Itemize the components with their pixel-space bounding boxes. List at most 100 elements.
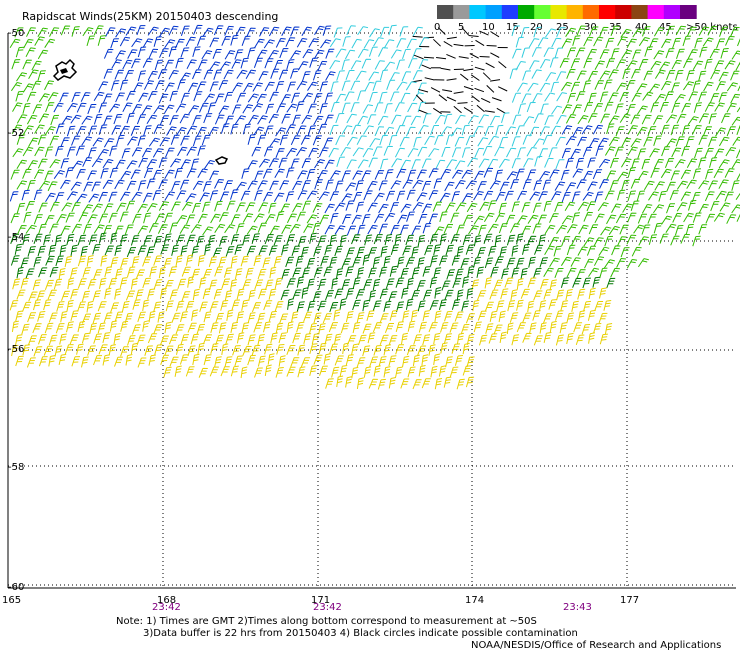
wind-barb <box>418 365 426 377</box>
wind-barb <box>611 48 620 59</box>
wind-barb <box>484 126 494 137</box>
wind-barb <box>467 115 479 125</box>
wind-barb <box>121 148 131 159</box>
wind-barb <box>676 48 685 59</box>
wind-barb <box>620 158 632 168</box>
wind-barb <box>279 313 289 324</box>
wind-barb <box>445 134 455 145</box>
wind-barb <box>127 49 138 59</box>
wind-barb <box>137 70 147 82</box>
wind-barb <box>589 138 600 148</box>
wind-barb <box>350 60 362 70</box>
wind-barb <box>336 70 345 81</box>
wind-barb <box>230 214 241 225</box>
wind-barb <box>434 135 444 145</box>
wind-barb <box>257 134 267 146</box>
wind-barb <box>454 355 464 366</box>
wind-barb <box>296 276 305 288</box>
wind-barb <box>320 256 329 267</box>
wind-barb <box>131 147 143 157</box>
wind-barb <box>638 59 649 69</box>
wind-barb <box>731 204 740 214</box>
wind-barb <box>528 256 536 268</box>
wind-barb <box>60 25 71 36</box>
wind-barb <box>539 322 547 334</box>
wind-barb <box>440 168 452 179</box>
wind-barb <box>654 93 666 103</box>
wind-barb <box>313 267 323 278</box>
wind-barb <box>698 91 707 102</box>
wind-barb <box>489 310 498 322</box>
wind-barb <box>473 256 481 268</box>
wind-barb <box>241 35 251 46</box>
wind-barb <box>630 114 641 125</box>
wind-barb <box>39 180 51 190</box>
wind-barb <box>159 27 170 37</box>
wind-barb <box>254 279 264 290</box>
wind-barb <box>396 38 407 48</box>
wind-barb <box>257 334 265 346</box>
wind-barb <box>430 365 438 378</box>
wind-barb <box>93 25 104 36</box>
wind-barb <box>565 289 573 301</box>
wind-barb <box>23 211 32 223</box>
wind-barb <box>498 310 506 323</box>
wind-barb <box>531 47 542 57</box>
wind-barb <box>175 127 187 137</box>
wind-barb <box>324 244 333 256</box>
wind-barb <box>676 180 688 190</box>
wind-barb <box>470 74 480 81</box>
wind-barb <box>737 85 740 92</box>
wind-barb <box>388 377 396 389</box>
wind-barb <box>213 25 224 36</box>
wind-barb <box>672 37 681 49</box>
wind-barb <box>572 277 582 288</box>
wind-barb <box>208 279 218 291</box>
wind-barb <box>582 146 593 157</box>
wind-barb <box>297 170 308 180</box>
wind-barb <box>209 81 219 92</box>
wind-barb <box>221 36 231 46</box>
wind-barb <box>412 202 424 211</box>
wind-barb <box>218 105 230 115</box>
wind-barb <box>592 169 603 180</box>
wind-barb <box>691 125 702 135</box>
wind-barb <box>468 35 479 37</box>
wind-barb <box>264 146 273 157</box>
wind-barb <box>402 310 410 322</box>
wind-barb <box>60 179 71 190</box>
wind-barb <box>483 167 494 178</box>
wind-barb <box>619 113 631 123</box>
wind-barb <box>439 255 448 266</box>
wind-barb <box>93 269 103 280</box>
wind-barb <box>126 247 136 258</box>
wind-barb <box>213 69 223 80</box>
wind-barb <box>138 92 149 103</box>
wind-barb <box>499 136 508 148</box>
wind-barb <box>291 245 301 257</box>
wind-barb <box>650 102 659 113</box>
wind-barb <box>411 309 418 322</box>
wind-barb <box>559 58 570 68</box>
wind-barb <box>488 333 498 344</box>
wind-barb <box>33 256 42 268</box>
wind-barb <box>47 289 57 300</box>
wind-barb <box>710 69 721 80</box>
wind-barb <box>670 82 680 93</box>
wind-barb <box>335 135 345 146</box>
wind-barb <box>203 160 215 170</box>
wind-barb <box>647 213 657 224</box>
wind-barb <box>421 378 431 389</box>
wind-barb <box>724 168 735 178</box>
wind-barb <box>137 357 147 368</box>
wind-barb <box>367 180 378 191</box>
wind-barb <box>698 180 710 190</box>
wind-barb <box>660 80 672 91</box>
wind-barb <box>485 323 494 334</box>
wind-barb <box>528 38 540 48</box>
wind-barb <box>61 115 73 125</box>
wind-barb <box>418 214 428 224</box>
wind-barb <box>592 124 604 135</box>
wind-barb <box>731 180 740 191</box>
wind-barb <box>209 366 219 377</box>
